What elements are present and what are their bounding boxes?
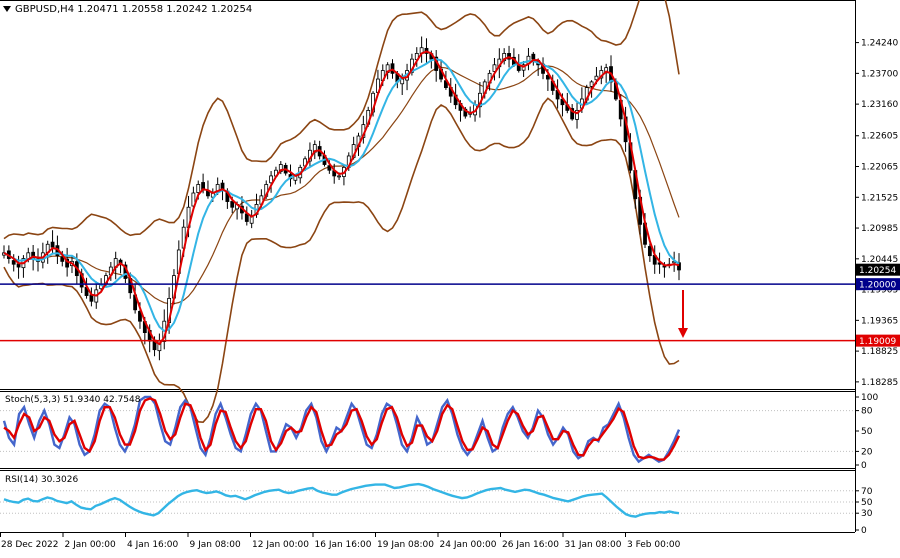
indicator-axis-label: 70 (861, 487, 873, 497)
price-axis-label: 1.18825 (861, 347, 898, 357)
time-axis-label: 19 Jan 08:00 (377, 540, 434, 550)
time-axis-label: 31 Jan 08:00 (565, 540, 622, 550)
indicator-axis-label: 50 (861, 427, 873, 437)
indicator-title: RSI(14) 30.3026 (5, 475, 78, 485)
candle-body (244, 213, 249, 222)
symbol-info-text: GBPUSD,H4 1.20471 1.20558 1.20242 1.2025… (15, 4, 252, 15)
time-axis-label: 4 Jan 16:00 (127, 540, 179, 550)
time-axis-label: 24 Jan 00:00 (440, 540, 497, 550)
down-arrow-icon (678, 290, 688, 338)
time-axis-label: 28 Dec 2022 (1, 540, 59, 550)
price-label-text: 1.19009 (859, 337, 896, 347)
price-axis-label: 1.20445 (861, 255, 898, 265)
price-axis-label: 1.19365 (861, 316, 898, 326)
price-axis-label: 1.23700 (861, 69, 898, 79)
candle-body (594, 75, 599, 81)
price-label-text: 1.20254 (859, 266, 896, 276)
moving-averages (3, 50, 680, 346)
dropdown-triangle-icon[interactable] (3, 6, 11, 12)
signal-line (3, 397, 681, 461)
candle-body (492, 64, 497, 72)
candle-body (575, 109, 579, 120)
price-axis-label: 1.22605 (861, 132, 898, 142)
candle-body (545, 75, 550, 80)
price-axis-label: 1.19905 (861, 286, 898, 296)
candle-body (647, 246, 652, 257)
price-axis-label: 1.18285 (861, 378, 898, 388)
price-label-text: 1.20000 (859, 281, 896, 291)
price-label-box (856, 263, 900, 276)
candle-body (400, 78, 405, 85)
slow-ma-line (3, 58, 680, 333)
indicator-axis-label: 0 (861, 526, 867, 536)
time-axis-label: 9 Jan 08:00 (190, 540, 242, 550)
indicator-axis-label: 80 (861, 407, 873, 417)
candle-body (89, 294, 94, 302)
candle-body (531, 53, 536, 60)
bollinger-bands (3, 0, 680, 424)
candle-body (16, 263, 21, 268)
candle-body (589, 81, 594, 87)
time-axis-label: 16 Jan 16:00 (315, 540, 372, 550)
price-label-box (856, 334, 900, 347)
candle-body (230, 201, 235, 208)
price-axis-label: 1.21525 (861, 193, 898, 203)
indicator-axis-label: 30 (861, 509, 873, 519)
RSI(14)-line (3, 482, 680, 518)
time-axis-label: 12 Jan 00:00 (252, 540, 309, 550)
candle-body (11, 260, 16, 265)
indicator-title: Stoch(5,3,3) 51.9340 42.7548 (5, 395, 141, 405)
candle-body (50, 241, 55, 248)
time-axis-label: 3 Feb 00:00 (627, 540, 681, 550)
time-axis-label: 2 Jan 00:00 (65, 540, 117, 550)
candle-body (196, 184, 201, 193)
price-axis-label: 1.24240 (861, 39, 898, 49)
indicator-axis-label: 0 (861, 461, 867, 471)
price-axis-label: 1.20985 (861, 224, 898, 234)
candle-body (327, 165, 332, 171)
price-axis-label: 1.23160 (861, 100, 898, 110)
indicator-axis-label: 100 (861, 393, 878, 403)
bollinger-lower-line (3, 97, 680, 424)
horizontal-levels (0, 283, 855, 342)
panel-frames (0, 0, 856, 533)
indicator-axis-label: 50 (861, 498, 873, 508)
chart-header: GBPUSD,H4 1.20471 1.20558 1.20242 1.2025… (3, 4, 252, 15)
time-axis: 28 Dec 2022 2 Jan 00:00 4 Jan 16:00 9 Jan 0… (0, 532, 681, 550)
indicator-axis-label: 20 (861, 447, 873, 457)
price-axis: 1.24240 1.23700 1.23160 1.22605 1.22065 1.215… (855, 39, 898, 388)
candle-body (60, 256, 65, 262)
stochastic-panel: 100 80 50 20 0 Stoch(5,3,3) 51.9340 42.7548 (0, 393, 878, 471)
candle-body (337, 175, 341, 178)
candle-body (570, 108, 575, 120)
price-labels: 1.20254 1.20000 1.19009 (856, 263, 900, 347)
candle-body (65, 258, 70, 268)
price-axis-label: 1.22065 (861, 163, 898, 173)
bollinger-middle-line (3, 65, 680, 305)
time-axis-label: 26 Jan 16:00 (502, 540, 559, 550)
candle-body (269, 175, 273, 184)
candle-body (138, 310, 142, 322)
bollinger-upper-line (3, 0, 680, 240)
price-label-box (856, 278, 900, 291)
fast-ma-line (3, 50, 680, 346)
